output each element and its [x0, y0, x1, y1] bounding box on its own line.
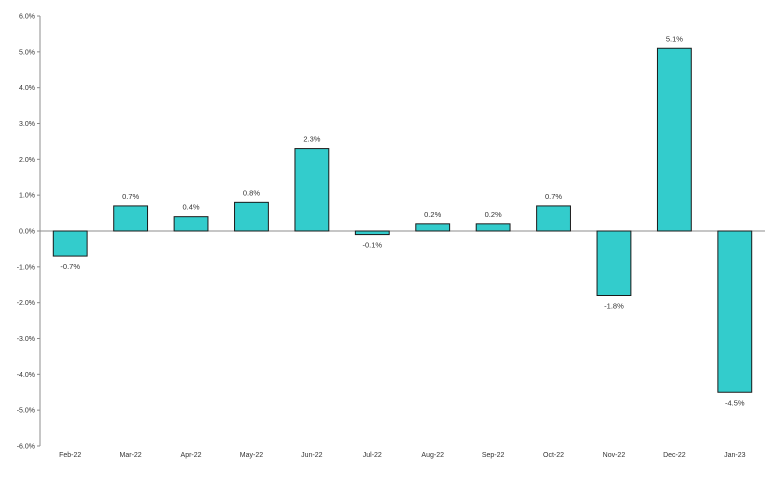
x-tick-label: Sep-22	[482, 452, 505, 459]
data-label: -0.7%	[60, 262, 80, 271]
data-label: 5.1%	[666, 34, 683, 43]
data-label: 0.7%	[545, 192, 562, 201]
bar-mar-22	[113, 205, 149, 232]
bar-oct-22	[536, 205, 571, 232]
bar-sep-22	[475, 223, 511, 232]
bar-feb-22	[52, 230, 88, 257]
x-tick-label: Nov-22	[603, 452, 626, 459]
data-label: 0.4%	[182, 203, 199, 212]
y-tick-label: -1.0%	[17, 264, 35, 271]
y-tick-label: 4.0%	[19, 85, 35, 92]
data-label: -0.1%	[362, 241, 382, 250]
bar-may-22	[234, 201, 269, 232]
y-tick-label: -6.0%	[17, 444, 35, 451]
data-label: 0.2%	[485, 210, 502, 219]
y-tick-label: 2.0%	[19, 157, 35, 164]
y-tick-label: 3.0%	[19, 121, 35, 128]
x-tick-label: Feb-22	[59, 452, 81, 459]
x-tick-label: Oct-22	[543, 452, 564, 459]
x-tick-label: Dec-22	[663, 452, 686, 459]
bar-jul-22	[354, 230, 390, 236]
x-tick-label: May-22	[240, 452, 263, 459]
x-tick-label: Aug-22	[421, 452, 444, 459]
x-tick-label: Mar-22	[120, 452, 142, 459]
bar-nov-22	[596, 230, 632, 296]
axes: 6.0% 5.0% 4.0% 3.0% 2.0% 1.0% 0.0% -1.0% -2.0% -3…	[17, 14, 765, 451]
bars	[52, 47, 753, 393]
x-tick-label: Jul-22	[363, 452, 382, 459]
x-tick-label: Jan-23	[724, 452, 746, 459]
y-tick-label: -4.0%	[17, 372, 35, 379]
data-label: 0.2%	[424, 210, 441, 219]
y-tick-label: 5.0%	[19, 49, 35, 56]
bar-apr-22	[173, 216, 209, 232]
data-label: -1.8%	[604, 302, 624, 311]
x-tick-label: Apr-22	[181, 452, 202, 459]
y-tick-label: -5.0%	[17, 408, 35, 415]
bar-aug-22	[415, 223, 451, 232]
data-label: 2.3%	[303, 135, 320, 144]
bar-jan-23	[717, 230, 753, 393]
y-tick-label: 0.0%	[19, 229, 35, 236]
y-tick-label: 6.0%	[19, 14, 35, 21]
y-tick-label: -2.0%	[17, 300, 35, 307]
bar-dec-22	[656, 47, 692, 232]
x-tick-label: Jun-22	[301, 452, 323, 459]
data-label: 0.8%	[243, 188, 260, 197]
y-tick-label: 1.0%	[19, 193, 35, 200]
y-tick-label: -3.0%	[17, 336, 35, 343]
data-label: -4.5%	[725, 398, 745, 407]
bar-jun-22	[294, 148, 330, 232]
data-label: 0.7%	[122, 192, 139, 201]
labels: -0.7% Feb-22 0.7% Mar-22 0.4% Apr-22 0.8% May-2…	[59, 34, 745, 459]
